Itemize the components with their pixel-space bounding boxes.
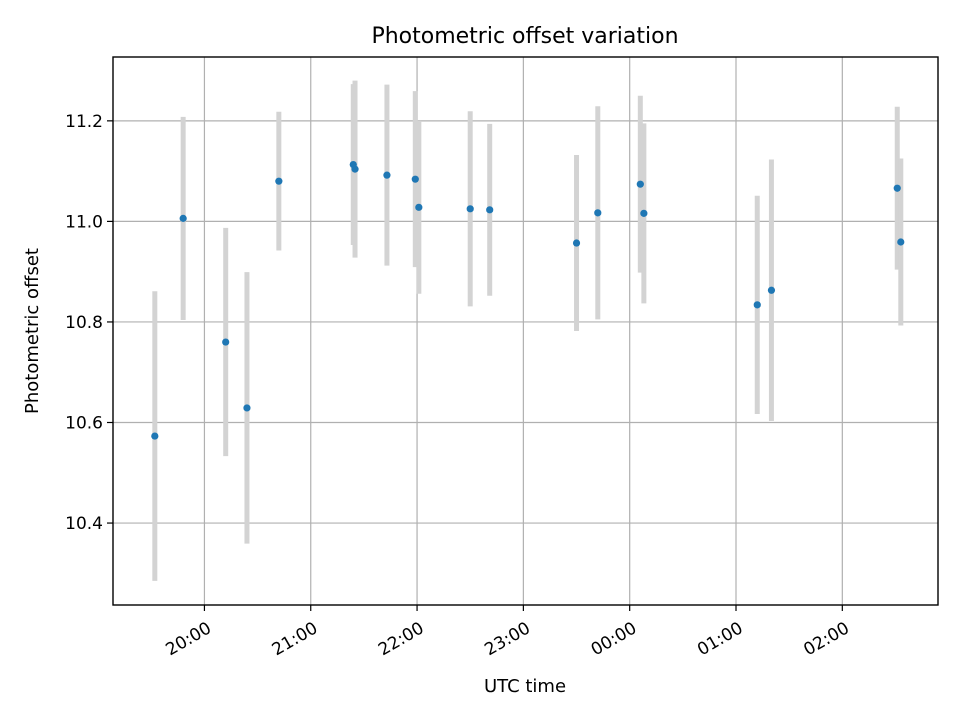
data-point [897,238,905,246]
data-point [243,404,251,412]
x-tick-label: 22:00 [375,618,427,660]
x-tick-label: 21:00 [269,618,321,660]
data-point [636,180,644,188]
y-axis-label: Photometric offset [22,248,43,414]
x-axis-label: UTC time [484,676,566,697]
data-point [151,432,159,440]
data-point [486,206,494,214]
data-point [594,209,602,217]
y-tick-label: 10.8 [65,313,103,333]
x-tick-label: 01:00 [694,618,746,660]
error-bars [152,80,904,581]
data-point [753,301,761,309]
data-point [411,175,419,183]
x-tick-label: 00:00 [588,618,640,660]
data-point [275,177,283,185]
data-point [179,214,187,222]
data-point [383,171,391,179]
x-tick-label: 23:00 [481,618,533,660]
y-tick-label: 10.4 [65,514,103,534]
chart-title: Photometric offset variation [371,24,678,49]
grid [113,57,938,605]
data-point [767,286,776,294]
data-points [151,160,905,440]
data-point [222,338,230,346]
y-axis-ticks: 10.4 10.6 10.8 11.0 11.2 [65,112,113,534]
plot-frame [112,56,939,606]
data-point [640,209,648,217]
data-point [572,239,581,247]
y-tick-label: 11.2 [65,112,103,132]
data-point [351,165,359,173]
x-tick-label: 02:00 [800,618,852,660]
y-tick-label: 10.6 [65,414,103,434]
data-point [415,203,423,211]
x-tick-label: 20:00 [162,618,214,660]
data-point [893,184,901,192]
x-axis-ticks: 20:00 21:00 22:00 23:00 00:00 01:00 02:00 [162,605,853,660]
y-tick-label: 11.0 [65,212,103,232]
data-point [466,205,474,213]
